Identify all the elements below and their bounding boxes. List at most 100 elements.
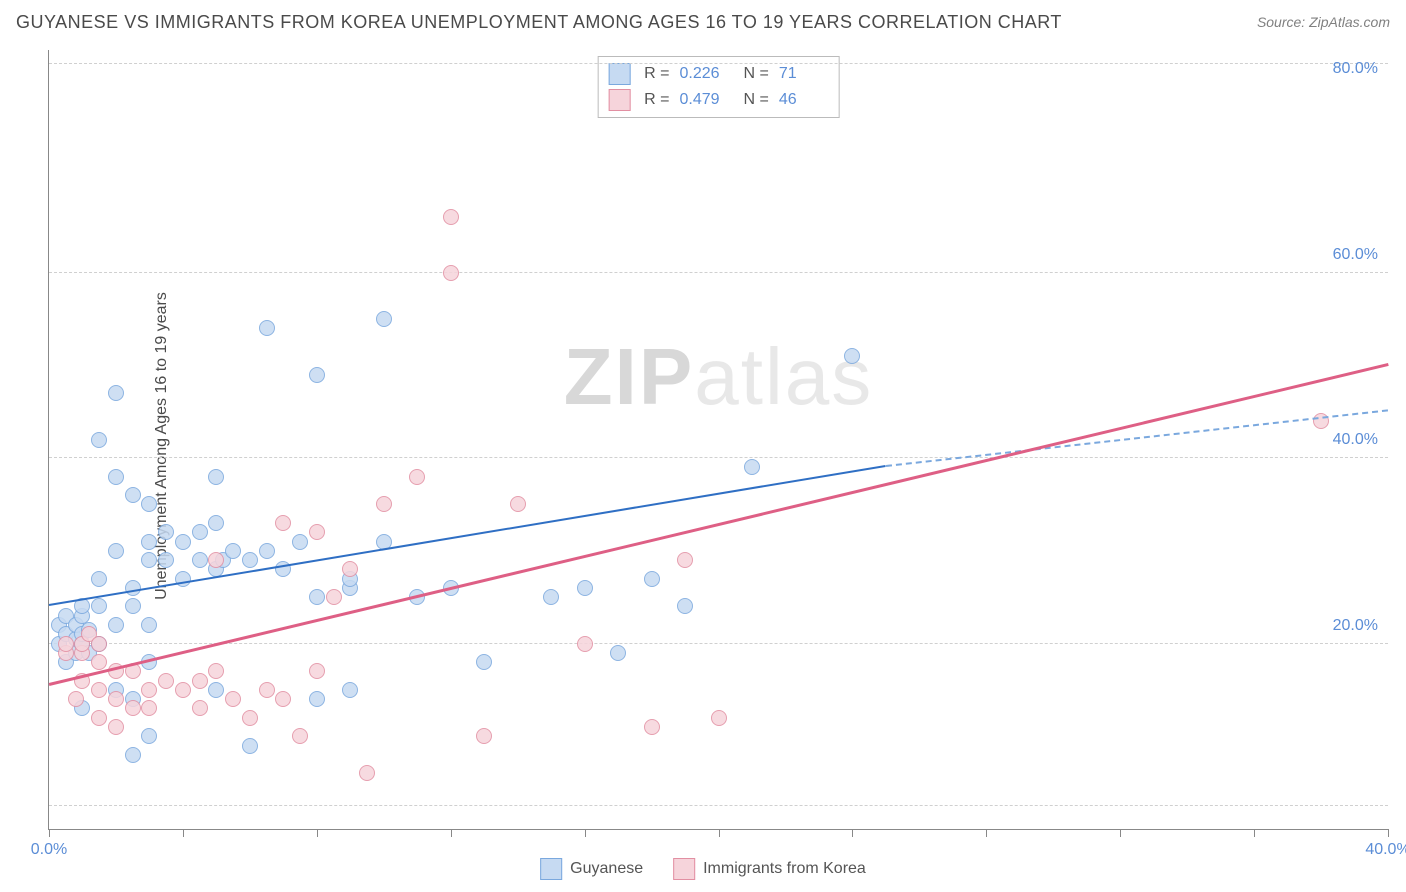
chart-header: GUYANESE VS IMMIGRANTS FROM KOREA UNEMPL… bbox=[0, 0, 1406, 44]
data-point bbox=[577, 580, 593, 596]
chart-title: GUYANESE VS IMMIGRANTS FROM KOREA UNEMPL… bbox=[16, 12, 1062, 33]
data-point bbox=[91, 571, 107, 587]
data-point bbox=[376, 496, 392, 512]
x-tick bbox=[451, 829, 452, 837]
data-point bbox=[677, 598, 693, 614]
data-point bbox=[108, 543, 124, 559]
series-legend-item: Immigrants from Korea bbox=[673, 858, 866, 880]
data-point bbox=[91, 710, 107, 726]
series-legend-label: Guyanese bbox=[570, 860, 643, 878]
data-point bbox=[443, 209, 459, 225]
data-point bbox=[309, 524, 325, 540]
data-point bbox=[577, 636, 593, 652]
data-point bbox=[208, 515, 224, 531]
x-tick bbox=[852, 829, 853, 837]
y-tick-label: 20.0% bbox=[1333, 617, 1378, 635]
data-point bbox=[275, 691, 291, 707]
watermark-part1: ZIP bbox=[564, 332, 694, 421]
y-tick-label: 40.0% bbox=[1333, 431, 1378, 449]
data-point bbox=[275, 515, 291, 531]
data-point bbox=[192, 700, 208, 716]
data-point bbox=[141, 496, 157, 512]
data-point bbox=[644, 719, 660, 735]
data-point bbox=[359, 765, 375, 781]
data-point bbox=[108, 719, 124, 735]
data-point bbox=[225, 543, 241, 559]
data-point bbox=[125, 700, 141, 716]
data-point bbox=[141, 728, 157, 744]
gridline bbox=[49, 805, 1388, 806]
data-point bbox=[192, 673, 208, 689]
data-point bbox=[259, 682, 275, 698]
data-point bbox=[208, 469, 224, 485]
x-tick bbox=[1120, 829, 1121, 837]
legend-swatch bbox=[608, 89, 630, 111]
data-point bbox=[242, 552, 258, 568]
data-point bbox=[409, 469, 425, 485]
gridline bbox=[49, 457, 1388, 458]
data-point bbox=[141, 617, 157, 633]
data-point bbox=[543, 589, 559, 605]
data-point bbox=[158, 524, 174, 540]
watermark-part2: atlas bbox=[694, 332, 873, 421]
data-point bbox=[476, 654, 492, 670]
gridline bbox=[49, 643, 1388, 644]
data-point bbox=[125, 598, 141, 614]
data-point bbox=[141, 682, 157, 698]
data-point bbox=[141, 552, 157, 568]
legend-r-label: R = bbox=[644, 91, 669, 109]
x-tick bbox=[719, 829, 720, 837]
x-tick bbox=[49, 829, 50, 837]
data-point bbox=[677, 552, 693, 568]
data-point bbox=[259, 320, 275, 336]
data-point bbox=[309, 589, 325, 605]
legend-swatch bbox=[540, 858, 562, 880]
data-point bbox=[158, 552, 174, 568]
data-point bbox=[141, 700, 157, 716]
data-point bbox=[91, 598, 107, 614]
data-point bbox=[309, 663, 325, 679]
legend-n-value: 71 bbox=[779, 65, 829, 83]
data-point bbox=[108, 617, 124, 633]
legend-swatch bbox=[673, 858, 695, 880]
data-point bbox=[510, 496, 526, 512]
data-point bbox=[125, 747, 141, 763]
data-point bbox=[108, 469, 124, 485]
gridline bbox=[49, 272, 1388, 273]
correlation-legend-row: R =0.226N =71 bbox=[608, 61, 829, 87]
x-tick bbox=[986, 829, 987, 837]
series-legend-label: Immigrants from Korea bbox=[703, 860, 866, 878]
x-tick bbox=[1388, 829, 1389, 837]
data-point bbox=[309, 691, 325, 707]
data-point bbox=[108, 691, 124, 707]
data-point bbox=[744, 459, 760, 475]
data-point bbox=[68, 691, 84, 707]
data-point bbox=[208, 663, 224, 679]
series-legend: Guyanese Immigrants from Korea bbox=[540, 858, 866, 880]
data-point bbox=[292, 534, 308, 550]
data-point bbox=[108, 385, 124, 401]
data-point bbox=[208, 682, 224, 698]
data-point bbox=[844, 348, 860, 364]
data-point bbox=[476, 728, 492, 744]
data-point bbox=[158, 673, 174, 689]
gridline bbox=[49, 63, 1388, 64]
data-point bbox=[125, 487, 141, 503]
data-point bbox=[309, 367, 325, 383]
data-point bbox=[610, 645, 626, 661]
data-point bbox=[376, 311, 392, 327]
data-point bbox=[91, 682, 107, 698]
data-point bbox=[192, 552, 208, 568]
data-point bbox=[242, 710, 258, 726]
data-point bbox=[242, 738, 258, 754]
y-tick-label: 60.0% bbox=[1333, 246, 1378, 264]
series-legend-item: Guyanese bbox=[540, 858, 643, 880]
data-point bbox=[443, 265, 459, 281]
legend-r-label: R = bbox=[644, 65, 669, 83]
data-point bbox=[91, 432, 107, 448]
x-tick-label: 40.0% bbox=[1365, 841, 1406, 859]
data-point bbox=[644, 571, 660, 587]
legend-n-label: N = bbox=[744, 91, 769, 109]
data-point bbox=[91, 636, 107, 652]
data-point bbox=[711, 710, 727, 726]
